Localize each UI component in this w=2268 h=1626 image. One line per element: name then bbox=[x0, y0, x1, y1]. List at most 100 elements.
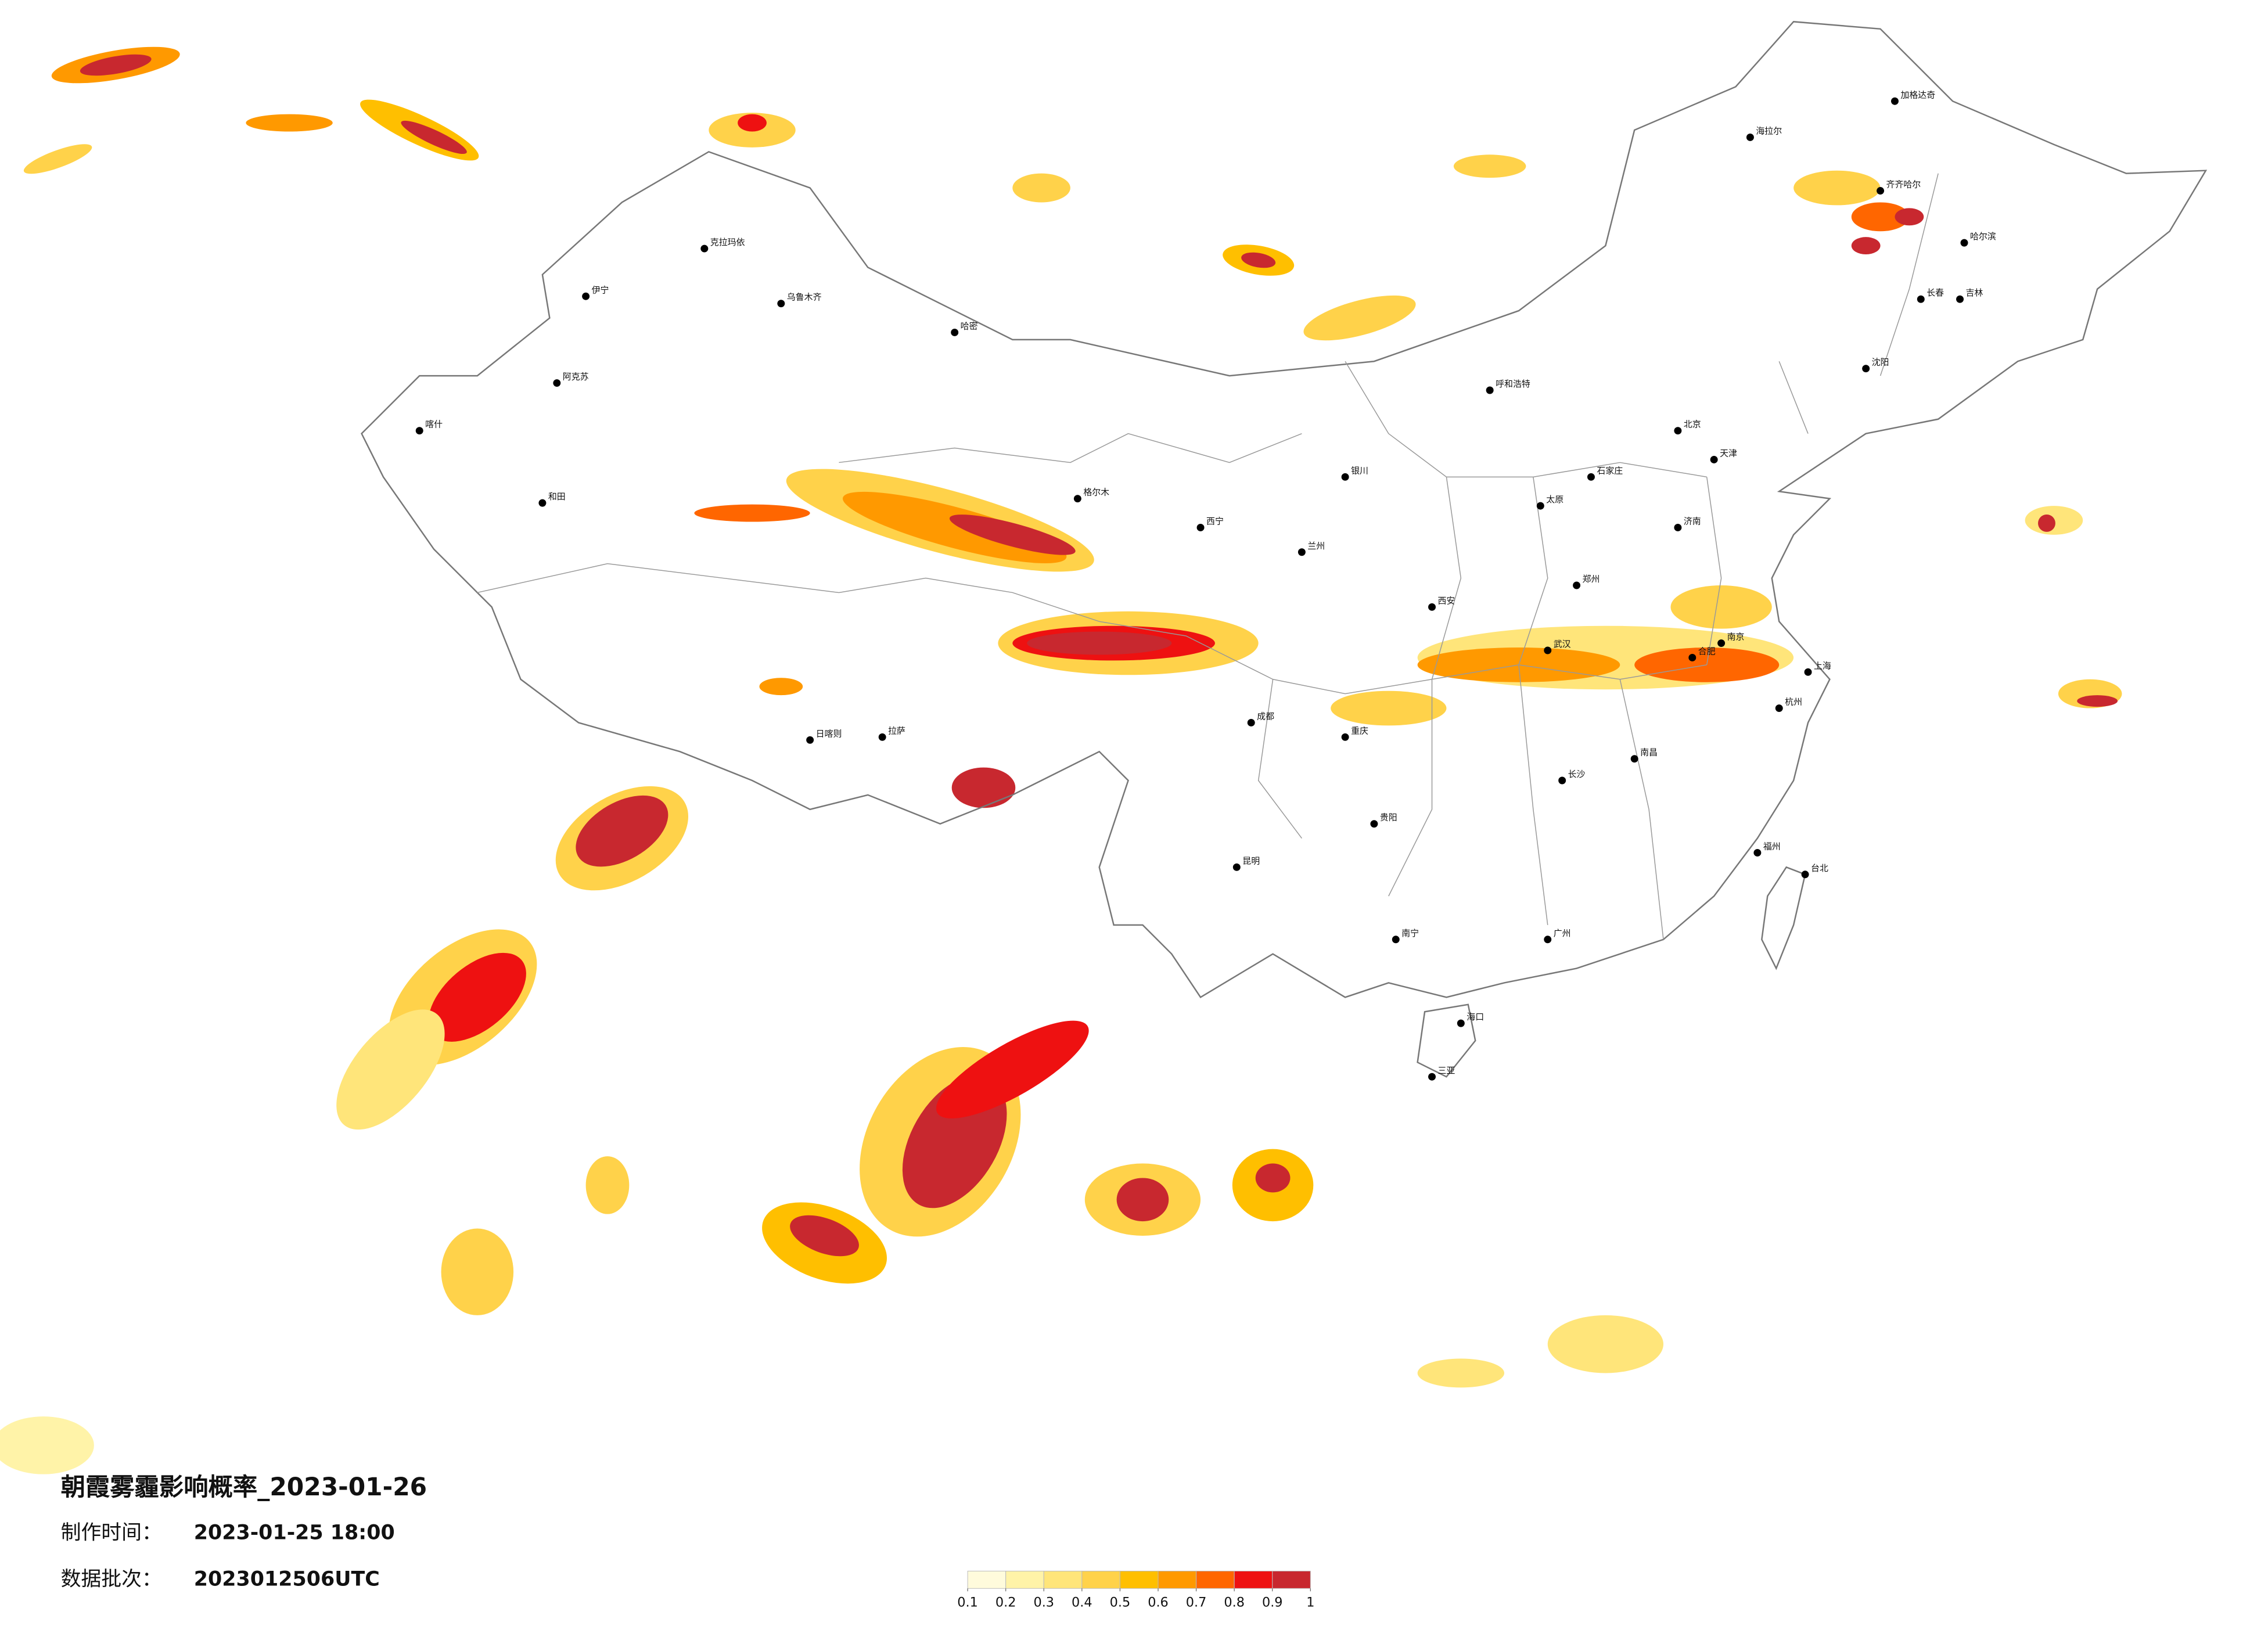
city-label: 广州 bbox=[1554, 928, 1571, 938]
city-label: 乌鲁木齐 bbox=[787, 292, 822, 303]
city-label: 南宁 bbox=[1401, 928, 1419, 938]
city-label: 武汉 bbox=[1554, 639, 1571, 649]
probability-area bbox=[1895, 208, 1924, 226]
city-dot bbox=[1956, 295, 1964, 303]
city-label: 北京 bbox=[1684, 419, 1701, 430]
city-dot bbox=[1688, 653, 1696, 661]
city-label: 天津 bbox=[1720, 448, 1737, 459]
colorbar-tick-label: 0.1 bbox=[957, 1595, 978, 1610]
colorbar-tick-label: 1 bbox=[1306, 1595, 1314, 1610]
city-label: 南京 bbox=[1727, 632, 1745, 642]
probability-area bbox=[1027, 631, 1172, 655]
colorbar-tick-label: 0.6 bbox=[1148, 1595, 1169, 1610]
data-batch: 2023012506UTC bbox=[194, 1567, 380, 1591]
probability-area bbox=[1255, 1163, 1291, 1193]
city-dot bbox=[777, 300, 785, 308]
probability-area bbox=[576, 795, 668, 867]
colorbar: 0.1 0.2 0.3 0.4 0.5 0.6 0.7 0.8 0.9 1 bbox=[957, 1570, 1314, 1610]
probability-area bbox=[738, 114, 767, 132]
colorbar-tick-label: 0.5 bbox=[1110, 1595, 1131, 1610]
city-label: 齐齐哈尔 bbox=[1886, 179, 1921, 190]
city-label: 加格达奇 bbox=[1900, 89, 1935, 100]
city-label: 重庆 bbox=[1351, 725, 1368, 736]
city-dot bbox=[1341, 733, 1349, 741]
city-dot bbox=[1196, 523, 1205, 531]
probability-area bbox=[1241, 252, 1276, 268]
colorbar-tick-label: 0.2 bbox=[995, 1595, 1016, 1610]
city-dot bbox=[806, 736, 814, 744]
city-label: 南昌 bbox=[1640, 747, 1658, 758]
city-label: 哈密 bbox=[961, 321, 978, 331]
probability-area bbox=[1303, 295, 1416, 341]
city-dot bbox=[1710, 455, 1718, 463]
city-label: 和田 bbox=[548, 491, 566, 502]
probability-area bbox=[759, 678, 803, 696]
city-label: 昆明 bbox=[1242, 855, 1260, 866]
city-dot bbox=[1753, 848, 1762, 857]
city-dot bbox=[700, 244, 709, 253]
city-label: 长沙 bbox=[1568, 769, 1586, 779]
city-dot bbox=[582, 292, 590, 300]
city-label: 西安 bbox=[1437, 595, 1455, 606]
probability-area bbox=[949, 515, 1076, 555]
colorbar-tick-label: 0.9 bbox=[1262, 1595, 1283, 1610]
colorbar-tick-label: 0.4 bbox=[1072, 1595, 1092, 1610]
probability-area bbox=[1670, 585, 1772, 629]
probability-area bbox=[1547, 1315, 1663, 1373]
probability-area bbox=[2077, 695, 2118, 707]
map-title: 朝霞雾霾影响概率_2023-01-26 bbox=[61, 1473, 427, 1501]
city-dot bbox=[1232, 863, 1241, 871]
city-dot bbox=[1775, 704, 1783, 713]
probability-area bbox=[1453, 154, 1526, 178]
colorbar-cell bbox=[967, 1570, 1007, 1589]
colorbar-tick-label: 0.7 bbox=[1186, 1595, 1207, 1610]
production-time-label: 制作时间： bbox=[61, 1521, 162, 1545]
city-dot bbox=[951, 328, 959, 336]
city-label: 郑州 bbox=[1583, 574, 1600, 584]
city-label: 海拉尔 bbox=[1756, 125, 1782, 136]
city-dot bbox=[1341, 473, 1349, 481]
probability-area bbox=[401, 120, 467, 154]
city-dot bbox=[1587, 473, 1595, 481]
city-dot bbox=[1573, 581, 1581, 589]
probability-area bbox=[441, 1228, 514, 1315]
colorbar-cell bbox=[1005, 1570, 1044, 1589]
city-label: 呼和浩特 bbox=[1496, 379, 1530, 389]
country-outline bbox=[361, 21, 2208, 999]
probability-area bbox=[246, 114, 333, 132]
city-dot bbox=[1457, 1019, 1465, 1027]
colorbar-cell bbox=[1081, 1570, 1120, 1589]
city-dot bbox=[415, 427, 423, 435]
city-dot bbox=[1247, 718, 1255, 726]
city-dot bbox=[1717, 639, 1726, 647]
city-dot bbox=[1960, 239, 1968, 247]
probability-area bbox=[1793, 170, 1881, 206]
production-time: 2023-01-25 18:00 bbox=[194, 1521, 395, 1545]
city-label: 喀什 bbox=[425, 419, 443, 430]
city-label: 西宁 bbox=[1206, 516, 1224, 526]
probability-area bbox=[80, 54, 152, 76]
probability-area bbox=[1851, 237, 1881, 255]
city-label: 福州 bbox=[1763, 841, 1781, 851]
colorbar-cell bbox=[1158, 1570, 1197, 1589]
city-label: 太原 bbox=[1546, 494, 1563, 505]
probability-area bbox=[951, 767, 1016, 808]
city-label: 上海 bbox=[1814, 660, 1831, 671]
city-label: 银川 bbox=[1351, 465, 1368, 476]
city-label: 兰州 bbox=[1307, 541, 1325, 551]
colorbar-cell bbox=[1196, 1570, 1235, 1589]
city-label: 伊宁 bbox=[592, 285, 609, 295]
city-label: 哈尔滨 bbox=[1970, 231, 1996, 242]
probability-area bbox=[585, 1156, 630, 1214]
probability-area bbox=[428, 952, 526, 1042]
city-label: 台北 bbox=[1811, 863, 1828, 873]
city-label: 阿克苏 bbox=[563, 372, 589, 382]
city-dot bbox=[553, 379, 561, 387]
city-dot bbox=[1804, 668, 1812, 676]
probability-area bbox=[2038, 515, 2055, 532]
probability-area bbox=[336, 1009, 445, 1130]
city-dot bbox=[1890, 97, 1899, 105]
city-dot bbox=[1536, 502, 1544, 510]
city-dot bbox=[1544, 646, 1552, 654]
